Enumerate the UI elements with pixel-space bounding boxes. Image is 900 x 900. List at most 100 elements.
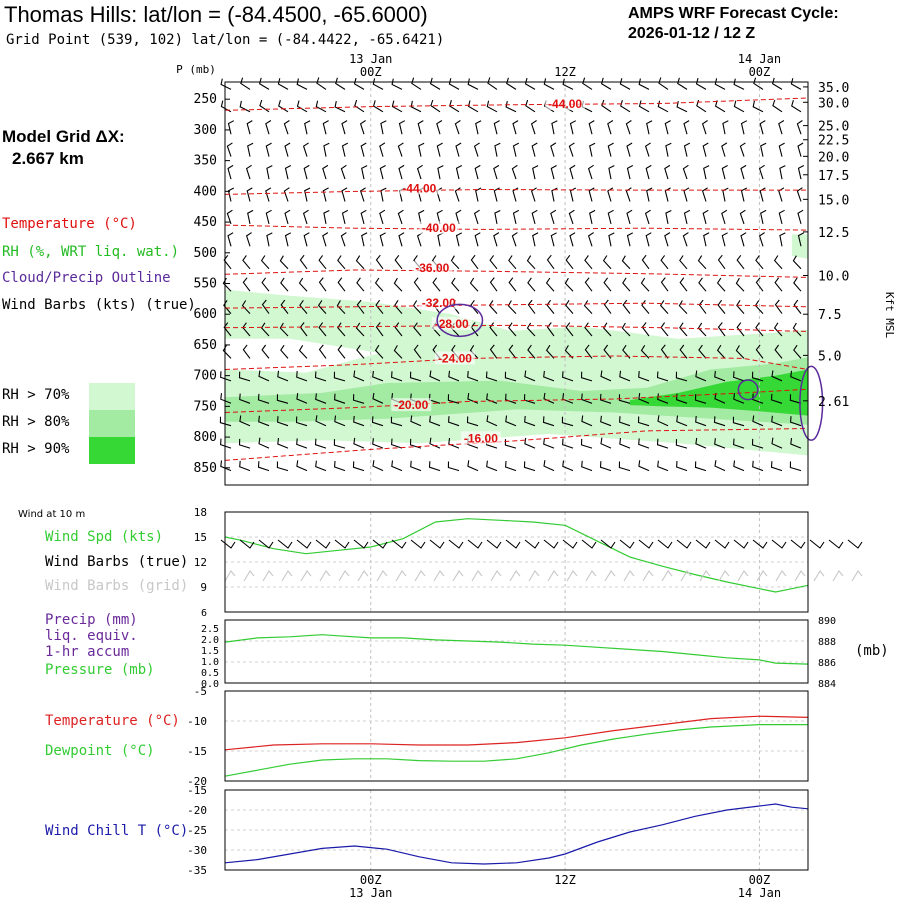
wind-barb	[564, 277, 574, 292]
bottom-time-tick-label: 00Z	[360, 873, 382, 887]
wind-barb	[581, 415, 593, 427]
wind-barb	[512, 187, 519, 202]
wind-barb	[526, 322, 536, 337]
wind-barb	[454, 120, 461, 135]
precip-label-block: Precip (mm) liq. equiv. 1-hr accum	[45, 612, 138, 660]
wind-barb-10m	[847, 539, 863, 549]
wind-barb	[242, 277, 251, 292]
wind-barb	[410, 100, 422, 113]
precip-top-label: 6	[201, 608, 207, 619]
wind-barb	[227, 164, 234, 180]
wind-barbs-true-label: Wind Barbs (true)	[45, 554, 189, 570]
wind-barb	[296, 393, 308, 404]
wind-barb	[755, 255, 764, 270]
wind-barb	[447, 461, 460, 472]
wind-barb	[337, 255, 346, 270]
wind-barb	[318, 322, 327, 337]
wind-barb	[569, 164, 576, 180]
wind-barb	[524, 77, 536, 90]
pressure-unit-label: (mb)	[855, 643, 889, 659]
wind-barb	[242, 255, 251, 270]
wind-barb	[569, 232, 576, 247]
wind-barb	[220, 393, 232, 404]
temp-tick-label: -20	[187, 775, 207, 788]
pressure-tick-label: 500	[194, 246, 217, 261]
wind-barb-10m	[619, 539, 635, 549]
wind-barb	[790, 370, 802, 382]
wind-barb	[755, 277, 764, 292]
wind-barb	[619, 438, 631, 449]
wind-barb	[393, 277, 403, 292]
wind-barb	[739, 209, 746, 225]
forecast-cycle: AMPS WRF Forecast Cycle: 2026-01-12 / 12…	[628, 4, 839, 44]
wind-barb	[394, 322, 403, 337]
wind-barb	[584, 277, 593, 292]
wind-barb	[532, 232, 539, 247]
wind-barb	[601, 99, 612, 113]
wind-barb	[226, 142, 233, 157]
wind-barb	[679, 322, 688, 337]
wind-barb	[454, 187, 461, 202]
precip-tick-label: 2.5	[201, 624, 219, 635]
wind-barb	[314, 371, 327, 382]
wind-barbs-10m-grid	[224, 570, 863, 582]
wind-barb	[467, 100, 479, 113]
wind-barb	[771, 370, 783, 382]
wind-barb	[676, 460, 688, 472]
wind-barb	[797, 165, 805, 180]
wind-barb	[530, 120, 537, 135]
wind-barb	[361, 165, 368, 180]
wind-barb	[695, 415, 707, 427]
wind-barb	[779, 232, 786, 247]
wind-barb-10m-grid	[832, 570, 844, 582]
wind-barb	[277, 438, 289, 449]
wind-barb	[337, 322, 346, 337]
wind-barb	[334, 100, 346, 113]
wind-barb	[793, 344, 802, 359]
wind-barb	[261, 277, 270, 292]
wind-barb	[622, 277, 631, 292]
wind-barb	[379, 232, 386, 247]
wind-barb	[646, 187, 653, 202]
wind-barb-10m-grid	[775, 570, 787, 582]
wind-barb	[751, 371, 764, 382]
wind-barb	[467, 371, 479, 382]
legend-wind-barbs: Wind Barbs (kts) (true)	[2, 297, 196, 313]
pressure-frame	[224, 619, 809, 684]
wind-barb	[660, 277, 669, 292]
wind-barb	[587, 232, 594, 247]
wind-barb	[489, 277, 498, 292]
wind-speed-line	[224, 518, 809, 593]
wind-barb	[296, 460, 308, 472]
temperature-contour-label: -28.00	[435, 317, 469, 331]
wind-barb	[584, 255, 593, 270]
wind-barb	[508, 277, 517, 292]
wind-barb	[683, 209, 691, 225]
wind-barb	[316, 77, 327, 90]
wind-barb	[304, 187, 311, 202]
wind-barb	[657, 393, 669, 404]
wind-barb	[283, 120, 290, 135]
wind-barb	[589, 209, 596, 225]
contour-label-bg	[431, 317, 472, 331]
wind-barb	[760, 142, 767, 157]
wind-barb	[323, 210, 330, 225]
wind-barb-10m-grid	[661, 570, 673, 582]
temp-tick-label: -15	[187, 745, 207, 758]
wind-barb-10m-grid	[509, 570, 521, 582]
wind-barb	[436, 120, 443, 135]
wind-barb	[303, 164, 310, 180]
wind-barb	[359, 187, 366, 202]
wind-barb	[778, 120, 785, 135]
wind-barb	[551, 187, 558, 202]
wind-barb	[797, 142, 804, 157]
temperature-contour	[224, 324, 809, 332]
wind-barb	[455, 232, 463, 247]
contour-label-bg	[412, 261, 453, 275]
wind-chill-line	[224, 803, 809, 865]
pressure-tick-label: 350	[194, 154, 217, 169]
wind-barb	[486, 460, 498, 472]
wind-barb	[589, 142, 596, 157]
wind-barb	[772, 99, 783, 113]
precip-label-3: 1-hr accum	[45, 644, 130, 660]
